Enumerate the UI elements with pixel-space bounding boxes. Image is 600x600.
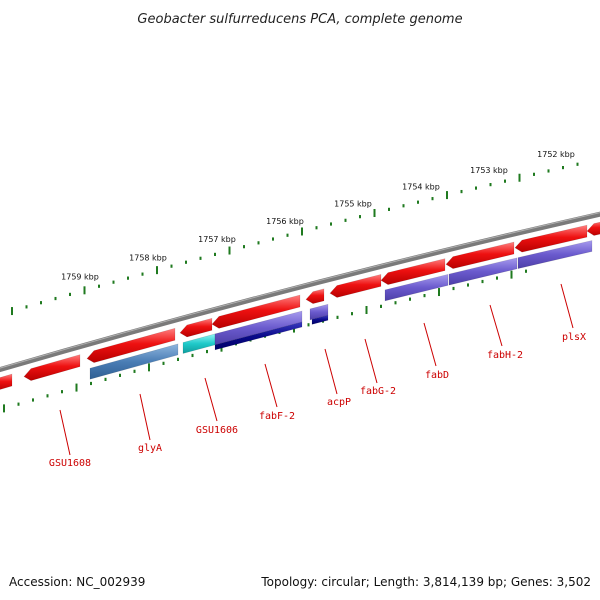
ruler-tick-label: 1759 kbp xyxy=(61,273,99,282)
cog-feature-purple[interactable] xyxy=(517,240,593,269)
cds-feature[interactable] xyxy=(23,354,81,381)
gene-label-acpp[interactable]: acpP xyxy=(327,397,351,408)
cds-feature[interactable] xyxy=(445,241,515,269)
cds-feature[interactable] xyxy=(305,288,325,304)
cds-feature[interactable] xyxy=(179,317,213,338)
cds-feature[interactable] xyxy=(586,221,600,236)
gene-label-gsu1606[interactable]: GSU1606 xyxy=(196,425,238,436)
label-leader-line xyxy=(364,338,378,384)
label-leader-line xyxy=(59,409,71,456)
label-leader-line xyxy=(204,377,218,422)
cds-feature[interactable] xyxy=(211,294,301,329)
ruler-tick-labels: 1759 kbp 1758 kbp 1757 kbp 1756 kbp 1755 kbp… xyxy=(61,150,575,281)
ruler-tick-label: 1758 kbp xyxy=(129,254,167,263)
label-leader-line xyxy=(324,348,338,395)
cog-feature-blue[interactable] xyxy=(89,343,179,380)
label-leaders xyxy=(59,283,574,456)
ruler-outer-track xyxy=(11,162,579,316)
cog-feature-navy[interactable] xyxy=(214,321,303,351)
genome-backbone xyxy=(0,211,600,373)
accession-text: Accession: NC_002939 xyxy=(9,575,145,589)
cds-feature[interactable] xyxy=(0,373,13,390)
ruler-tick-label: 1754 kbp xyxy=(402,182,440,191)
label-leader-line xyxy=(489,304,503,347)
label-leader-line xyxy=(560,283,574,329)
gene-label-fabf-2[interactable]: fabF-2 xyxy=(259,411,295,422)
map-title: Geobacter sulfurreducens PCA, complete g… xyxy=(137,12,462,27)
cog-feature-purple[interactable] xyxy=(384,273,449,302)
gene-label-gsu1608[interactable]: GSU1608 xyxy=(49,458,91,469)
cds-feature[interactable] xyxy=(86,327,176,363)
gene-label-fabh-2[interactable]: fabH-2 xyxy=(487,350,523,361)
ruler-tick-label: 1755 kbp xyxy=(334,199,372,208)
ruler-tick-label: 1752 kbp xyxy=(537,150,575,159)
ruler-tick-label: 1753 kbp xyxy=(470,166,508,175)
ruler-tick-label: 1756 kbp xyxy=(266,217,304,226)
label-leader-line xyxy=(423,322,437,367)
gene-label-plsx[interactable]: plsX xyxy=(562,332,586,343)
label-leader-line xyxy=(139,393,151,441)
label-leader-line xyxy=(264,363,278,408)
gene-labels: GSU1608 glyA GSU1606 fabF-2 acpP fabG-2 … xyxy=(49,332,586,469)
gene-label-fabd[interactable]: fabD xyxy=(425,370,449,381)
cog-feature-navy[interactable] xyxy=(311,314,329,325)
ruler-tick-label: 1757 kbp xyxy=(198,235,236,244)
ruler-inner-track xyxy=(3,269,527,413)
gene-label-glya[interactable]: glyA xyxy=(138,443,162,454)
genome-summary-text: Topology: circular; Length: 3,814,139 bp… xyxy=(260,575,591,589)
genome-backbone-highlight xyxy=(0,212,600,369)
gene-features xyxy=(0,221,600,390)
cds-feature[interactable] xyxy=(380,258,446,285)
gene-label-fabg-2[interactable]: fabG-2 xyxy=(360,386,396,397)
cog-feature-purple[interactable] xyxy=(448,257,518,286)
